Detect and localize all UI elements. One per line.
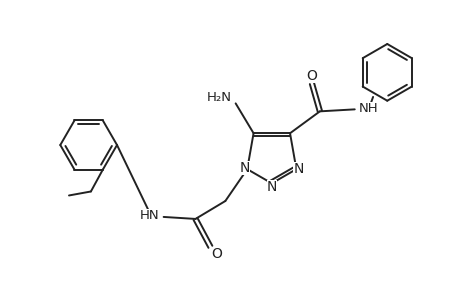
Text: N: N [240,161,250,175]
Text: H₂N: H₂N [206,91,231,104]
Text: NH: NH [358,102,377,115]
Text: N: N [292,162,303,176]
Text: O: O [211,247,221,261]
Text: O: O [306,68,317,83]
Text: HN: HN [140,209,159,222]
Text: N: N [266,180,276,194]
